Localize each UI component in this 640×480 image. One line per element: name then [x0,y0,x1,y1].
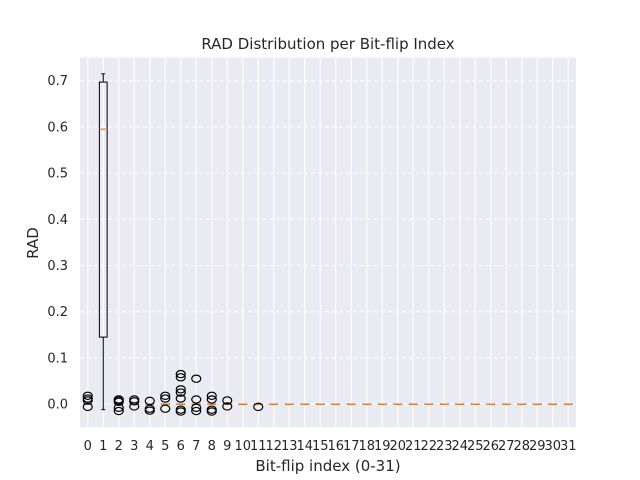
x-tick-label: 23 [436,439,453,454]
outlier-point [175,385,186,394]
outlier-point [129,402,140,411]
box [98,81,108,338]
outlier-point [206,395,217,404]
x-tick-label: 19 [374,439,391,454]
x-axis-ticks: 0 1 2 3 4 5 6 7 8 9 101112131415161718192021222324… [84,439,577,454]
y-tick-label: 0.4 [47,213,68,228]
x-tick-label: 13 [281,439,298,454]
x-tick-label: 8 [208,439,216,454]
y-tick-label: 0.3 [47,259,68,274]
outlier-point [160,404,171,413]
outlier-point [222,402,233,411]
grid [80,57,576,428]
outlier-point [191,406,202,416]
y-axis-ticks: 0.0 0.1 0.2 0.3 0.4 0.5 0.6 0.7 [47,74,68,412]
x-tick-label: 10 [234,439,251,454]
outlier-point [175,388,186,397]
y-tick-label: 0.2 [47,305,68,320]
x-tick-label: 27 [498,439,515,454]
outlier-point [160,394,171,403]
outlier-point [144,396,155,406]
outlier-point [175,369,186,379]
x-tick-label: 16 [327,439,344,454]
x-tick-label: 28 [513,439,530,454]
x-tick-label: 26 [482,439,499,454]
x-tick-label: 31 [560,439,577,454]
boxes [82,73,573,416]
outlier-point [113,396,124,405]
y-tick-label: 0.5 [47,167,68,182]
x-tick-label: 6 [177,439,185,454]
chart-title: RAD Distribution per Bit-flip Index [201,35,454,53]
y-tick-label: 0.0 [47,398,68,413]
y-axis-label: RAD [24,227,42,259]
x-axis-label: Bit-flip index (0-31) [255,457,400,475]
x-tick-label: 1 [99,439,107,454]
outlier-point [113,406,124,416]
outlier-point [82,396,93,405]
x-tick-label: 17 [343,439,360,454]
outlier-point [175,407,186,416]
outlier-point [206,391,217,400]
outlier-point [253,402,264,412]
outlier-point [82,402,93,412]
x-tick-label: 24 [451,439,468,454]
x-tick-label: 9 [223,439,231,454]
x-tick-label: 7 [192,439,200,454]
x-tick-label: 21 [405,439,422,454]
x-tick-label: 12 [265,439,282,454]
plot-area [80,57,576,428]
x-tick-label: 3 [130,439,138,454]
outlier-point [160,391,171,400]
outlier-point [222,396,233,405]
x-tick-label: 22 [420,439,437,454]
outlier-point [206,407,217,416]
x-tick-label: 11 [250,439,267,454]
outlier-point [191,403,202,412]
y-tick-label: 0.1 [47,351,68,366]
x-tick-label: 15 [312,439,329,454]
x-tick-label: 20 [389,439,406,454]
x-tick-label: 25 [467,439,484,454]
outlier-point [191,395,202,404]
x-tick-label: 5 [161,439,169,454]
y-tick-label: 0.6 [47,120,68,135]
x-tick-label: 4 [146,439,154,454]
x-tick-label: 18 [358,439,375,454]
outlier-point [82,391,93,400]
y-tick-label: 0.7 [47,74,68,89]
outlier-point [144,406,155,415]
x-tick-label: 30 [544,439,561,454]
x-tick-label: 14 [296,439,313,454]
x-tick-label: 2 [115,439,123,454]
x-tick-label: 0 [84,439,92,454]
outlier-point [191,374,202,383]
x-tick-label: 29 [529,439,546,454]
outlier-point [175,373,186,382]
outlier-point [129,397,140,406]
outlier-point [175,394,186,403]
